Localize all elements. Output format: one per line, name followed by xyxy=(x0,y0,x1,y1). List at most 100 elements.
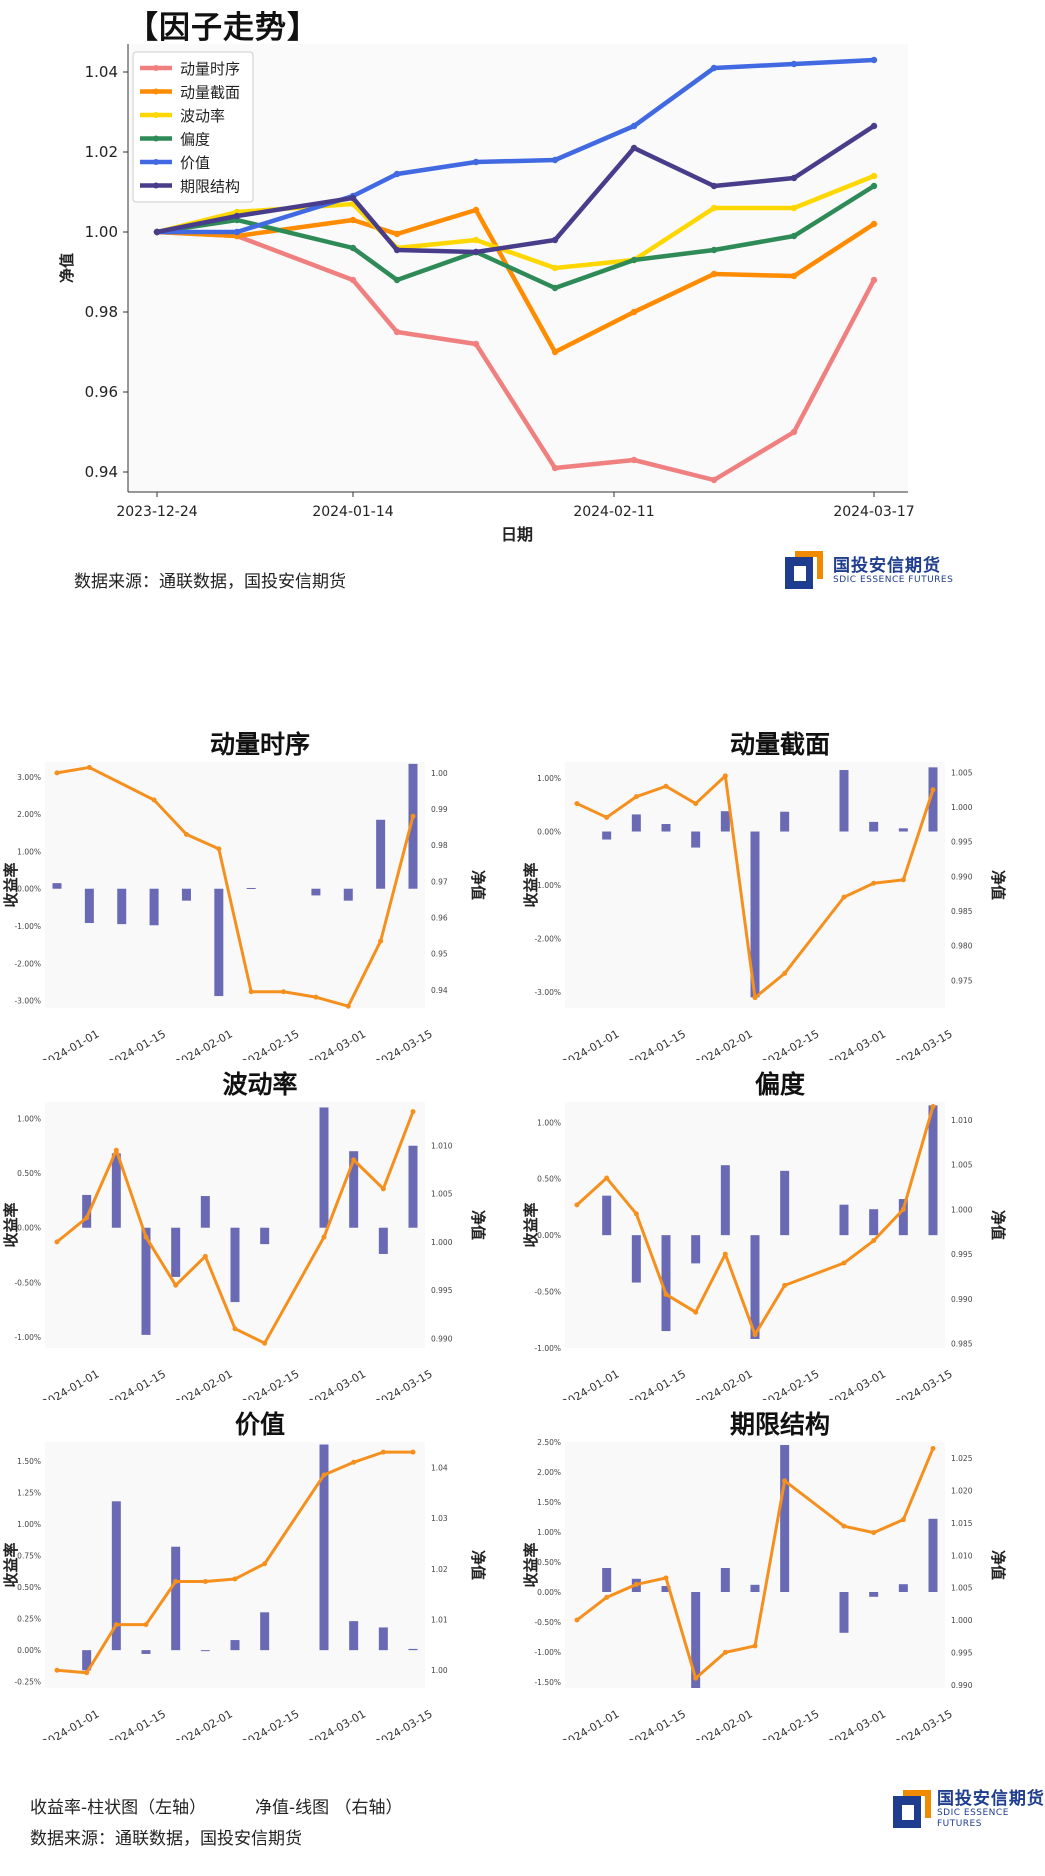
series-point xyxy=(710,64,718,72)
source-note-top: 数据来源：通联数据，国投安信期货 xyxy=(74,572,346,592)
y2-tick-label: 1.010 xyxy=(431,1141,453,1150)
subchart-title: 偏度 xyxy=(754,1070,805,1099)
return-bar xyxy=(691,1592,701,1688)
series-point xyxy=(233,228,241,236)
return-bar xyxy=(349,1621,359,1651)
nav-point xyxy=(54,770,60,776)
subchart: 期限结构 2.50% 2.00% 1.50% 1.00% 0.50% 0.00% -0.50%… xyxy=(520,1400,1040,1740)
return-bar xyxy=(149,888,159,926)
return-bar xyxy=(230,1227,240,1303)
x-tick-label: 2024-01-15 xyxy=(626,1367,688,1400)
y2-tick-label: 1.005 xyxy=(951,1161,973,1170)
nav-point xyxy=(173,1282,179,1288)
y2-tick-label: 1.005 xyxy=(951,768,973,777)
y-tick-label: -1.00% xyxy=(534,1648,561,1657)
nav-point xyxy=(604,814,610,820)
y-tick-label: -0.50% xyxy=(14,1278,41,1287)
x-tick-label: 2024-03-15 xyxy=(373,1027,435,1060)
nav-point xyxy=(663,783,669,789)
return-bar xyxy=(928,767,938,832)
return-bar xyxy=(82,1650,92,1671)
plot-area xyxy=(45,762,425,1008)
series-point xyxy=(393,276,401,284)
nav-point xyxy=(202,1253,208,1259)
series-point xyxy=(630,308,638,316)
nav-point xyxy=(841,1260,847,1266)
x-tick-label: 2024-02-01 xyxy=(693,1707,755,1740)
y-tick-label: -3.00% xyxy=(14,997,41,1006)
y-tick-label: 1.50% xyxy=(17,1457,41,1466)
series-point xyxy=(870,122,878,130)
logo-text-en: SDIC ESSENCE FUTURES xyxy=(936,1808,1009,1829)
y-tick-label: 0.50% xyxy=(17,1169,41,1178)
subchart-svg: 2.50% 2.00% 1.50% 1.00% 0.50% 0.00% -0.50% -1.0… xyxy=(522,1438,1007,1740)
series-point xyxy=(349,244,357,252)
y-tick-label: -1.00% xyxy=(14,922,41,931)
return-bar xyxy=(349,1151,359,1228)
y-tick-label: 2.00% xyxy=(17,810,41,819)
series-point xyxy=(790,272,798,280)
nav-point xyxy=(752,1332,758,1338)
y-tick-label: -1.00% xyxy=(14,1333,41,1342)
subchart-title: 期限结构 xyxy=(729,1410,830,1439)
subchart: 价值 1.50% 1.25% 1.00% 0.75% 0.50% 0.25% 0.00% -0.… xyxy=(0,1400,520,1740)
legend-label: 价值 xyxy=(180,154,210,172)
page-title: 【因子走势】 xyxy=(127,10,319,46)
y-tick-label: 1.50% xyxy=(537,1498,561,1507)
nav-point xyxy=(900,1206,906,1212)
logo-text-cn: 国投安信期货 xyxy=(833,555,941,576)
y-tick-label: 0.98 xyxy=(85,303,118,321)
x-tick-label: 2024-02-01 xyxy=(173,1707,235,1740)
return-bar xyxy=(720,811,730,832)
series-point xyxy=(393,230,401,238)
nav-point xyxy=(752,995,758,1001)
y-tick-label: -0.50% xyxy=(534,1288,561,1297)
legend-marker xyxy=(153,135,159,142)
return-bar xyxy=(200,1196,210,1228)
nav-point xyxy=(248,989,254,995)
x-tick-label: 2024-02-15 xyxy=(760,1367,822,1400)
x-tick-label: 2024-02-01 xyxy=(173,1027,235,1060)
series-point xyxy=(472,248,480,256)
y-tick-label: -0.50% xyxy=(534,1618,561,1627)
series-point xyxy=(472,158,480,166)
series-point xyxy=(710,246,718,254)
logo-icon xyxy=(893,1790,931,1830)
return-bar xyxy=(260,1227,270,1245)
y-tick-label: 0.00% xyxy=(537,828,561,837)
y-axis-label: 净值 xyxy=(58,253,76,283)
nav-point xyxy=(183,831,189,837)
y2-axis-label: 净值 xyxy=(469,1210,487,1240)
return-bar xyxy=(839,770,849,832)
nav-line xyxy=(576,1447,935,1680)
x-tick-label: 2024-02-11 xyxy=(573,504,654,520)
return-bar xyxy=(750,1584,760,1592)
y-tick-label: 1.00% xyxy=(537,774,561,783)
nav-point xyxy=(633,794,639,800)
return-bar xyxy=(928,1518,938,1592)
nav-point xyxy=(173,1578,179,1584)
subchart-title: 价值 xyxy=(234,1410,285,1439)
y2-tick-label: 0.96 xyxy=(431,914,448,923)
subchart-svg: 1.50% 1.25% 1.00% 0.75% 0.50% 0.25% 0.00% -0.25… xyxy=(2,1442,487,1740)
nav-point xyxy=(633,1581,639,1587)
nav-point xyxy=(151,797,157,803)
series-line xyxy=(156,124,876,255)
y-tick-label: 1.00% xyxy=(537,1528,561,1537)
nav-point xyxy=(693,1675,699,1681)
y-tick-label: -1.00% xyxy=(534,881,561,890)
y-tick-label: 1.00% xyxy=(537,1118,561,1127)
return-bar xyxy=(602,1195,612,1236)
nav-point xyxy=(722,773,728,779)
series-point xyxy=(870,56,878,64)
y-tick-label: 2.50% xyxy=(537,1438,561,1447)
nav-point xyxy=(574,1617,580,1623)
y2-tick-label: 0.985 xyxy=(951,907,973,916)
y-tick-label: 1.00 xyxy=(85,223,118,241)
nav-point xyxy=(345,1003,351,1009)
return-bar xyxy=(602,1568,612,1592)
return-bar xyxy=(750,1235,760,1339)
series-point xyxy=(870,276,878,284)
subchart: 动量截面 1.00% 0.00% -1.00% -2.00% -3.00% 1.005 1.0… xyxy=(520,720,1040,1060)
